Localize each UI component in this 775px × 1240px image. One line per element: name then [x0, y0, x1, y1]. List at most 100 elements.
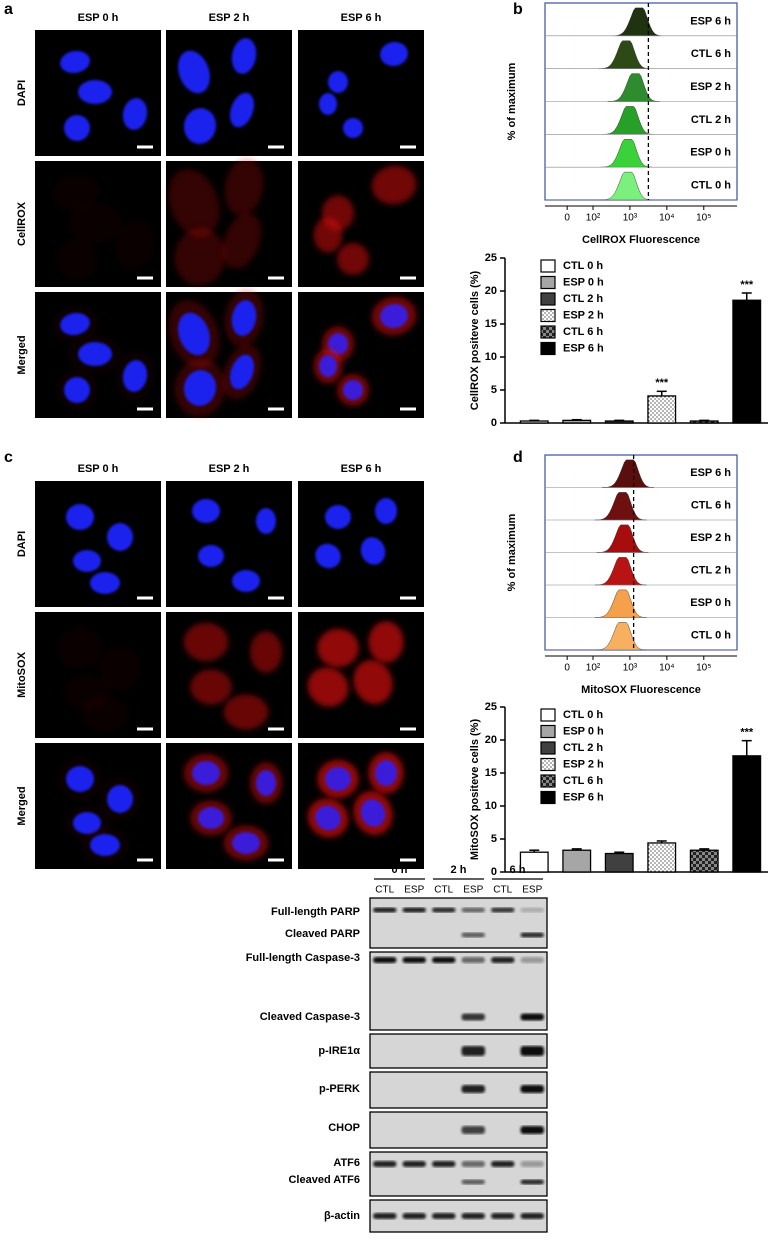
nucleus	[198, 807, 224, 829]
histogram-label: ESP 2 h	[690, 81, 731, 93]
nucleus	[325, 505, 351, 529]
x-tick-label: 10²	[586, 213, 601, 224]
y-axis-label: % of maximum	[506, 62, 518, 140]
histogram-label: CTL 0 h	[691, 630, 731, 642]
band	[432, 957, 456, 963]
blot-background	[369, 951, 548, 1031]
legend-swatch	[540, 341, 556, 356]
band	[402, 1213, 426, 1219]
bar	[519, 851, 549, 873]
lane-label: CTL	[434, 885, 453, 896]
micrograph	[35, 612, 161, 738]
blot-background	[369, 1071, 548, 1109]
band	[461, 1126, 485, 1134]
legend-swatch	[540, 724, 556, 739]
column-label: ESP 0 h	[78, 463, 119, 475]
bar	[604, 852, 634, 873]
band	[491, 1213, 515, 1219]
row-label: DAPI	[16, 531, 28, 557]
legend-swatch	[540, 292, 556, 306]
nucleus	[78, 80, 112, 104]
cytoplasm-signal	[222, 213, 262, 269]
histogram-label: ESP 0 h	[690, 597, 731, 609]
legend-swatch	[540, 790, 556, 805]
histogram-label: CTL 2 h	[691, 114, 731, 126]
legend-label: ESP 6 h	[563, 342, 604, 354]
blot-label: β-actin	[324, 1210, 360, 1222]
blot-label: CHOP	[328, 1122, 360, 1134]
cytoplasm-signal	[353, 659, 393, 705]
nucleus	[380, 41, 408, 67]
band	[432, 907, 456, 913]
band	[461, 932, 485, 938]
band	[373, 1213, 397, 1219]
cytoplasm-signal	[99, 645, 141, 691]
nucleus	[73, 812, 101, 834]
blot	[369, 897, 548, 949]
micrograph	[166, 158, 292, 287]
band	[432, 1213, 456, 1219]
column-label: ESP 6 h	[341, 463, 382, 475]
nucleus	[122, 360, 148, 392]
lane-label: CTL	[493, 885, 512, 896]
bar	[562, 419, 592, 424]
histogram	[594, 589, 647, 618]
cytoplasm-signal	[224, 158, 264, 216]
nucleus	[66, 504, 94, 530]
cytoplasm-signal	[250, 631, 282, 673]
legend-label: CTL 2 h	[563, 293, 603, 305]
y-tick-label: 25	[485, 701, 497, 713]
histogram	[607, 73, 660, 102]
nucleus	[343, 118, 363, 138]
histogram-label: CTL 0 h	[691, 179, 731, 191]
nucleus	[231, 38, 257, 74]
blot-label: p-PERK	[319, 1083, 360, 1095]
band	[402, 1161, 426, 1167]
panel-letter: a	[4, 1, 13, 18]
histogram-label: CTL 2 h	[691, 565, 731, 577]
y-tick-label: 10	[485, 800, 497, 812]
x-axis-label: CellROX Fluorescence	[582, 234, 700, 246]
cytoplasm-signal	[317, 628, 359, 668]
nucleus	[375, 498, 397, 524]
nucleus	[192, 761, 220, 785]
y-tick-label: 10	[485, 351, 497, 363]
band	[373, 907, 397, 913]
micrograph	[298, 481, 424, 607]
legend-label: ESP 0 h	[563, 276, 604, 288]
cytoplasm-signal	[51, 175, 99, 211]
nucleus	[183, 108, 217, 144]
nucleus	[198, 545, 224, 567]
histogram	[600, 171, 653, 201]
bar	[689, 849, 719, 873]
micrograph	[166, 743, 292, 869]
nucleus	[64, 377, 90, 403]
image-background	[166, 481, 292, 607]
nucleus	[319, 93, 337, 115]
y-tick-label: 5	[491, 833, 497, 845]
nucleus	[232, 570, 260, 592]
nucleus	[66, 766, 94, 792]
x-tick-label: 10³	[623, 663, 638, 674]
nucleus	[90, 834, 120, 856]
nucleus	[229, 354, 255, 390]
nucleus	[315, 805, 341, 831]
row-label: DAPI	[16, 80, 28, 106]
micrograph	[35, 292, 161, 418]
image-background	[166, 30, 292, 156]
histogram-label: ESP 6 h	[690, 467, 731, 479]
legend-swatch	[540, 708, 556, 722]
band	[520, 907, 544, 913]
lane-label: ESP	[463, 885, 483, 896]
nucleus	[375, 760, 397, 786]
y-axis-label: % of maximum	[506, 513, 518, 591]
cytoplasm-signal	[368, 621, 404, 663]
y-tick-label: 15	[485, 318, 497, 330]
histogram	[596, 524, 649, 553]
bar	[732, 299, 762, 424]
legend-label: CTL 0 h	[563, 709, 603, 721]
panel-letter: c	[4, 449, 13, 466]
bar	[604, 420, 634, 424]
nucleus	[90, 572, 120, 594]
